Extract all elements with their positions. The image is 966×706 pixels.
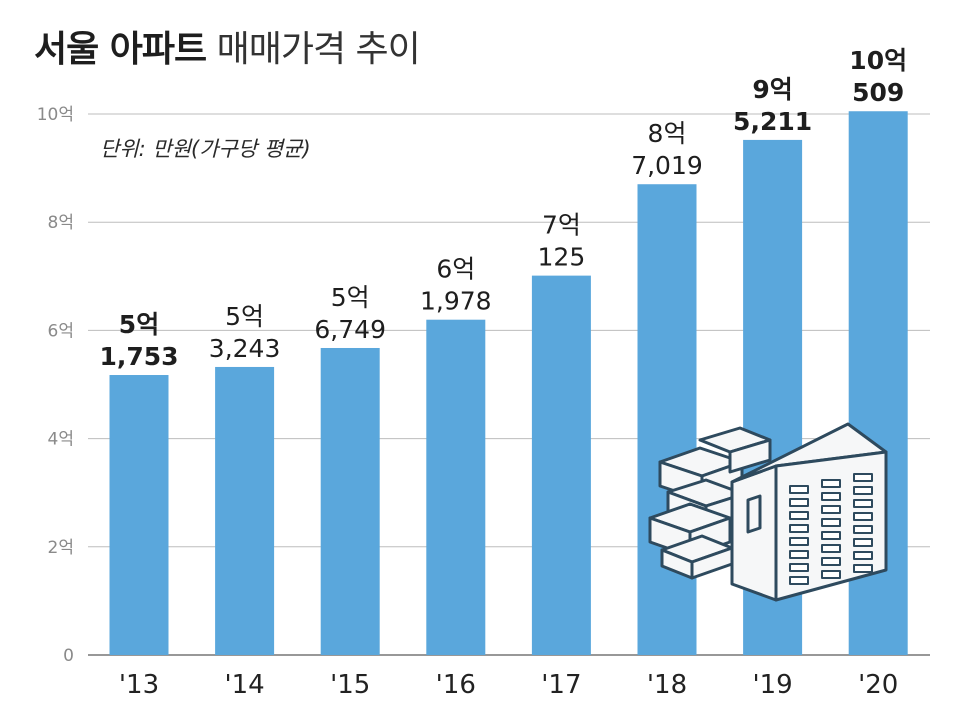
building-window: [853, 551, 873, 560]
building-window: [853, 538, 873, 547]
data-label-eok: 9억: [752, 75, 792, 104]
y-tick-label: 6억: [48, 321, 74, 341]
building-window: [789, 563, 809, 572]
building-window: [789, 498, 809, 507]
building-window: [821, 544, 841, 553]
x-tick-label: '13: [119, 670, 159, 700]
bar: [109, 375, 169, 655]
y-axis: 0 2억 4억 6억 8억 10억: [37, 105, 74, 666]
data-label-value: 6,749: [314, 315, 386, 344]
data-label-value: 3,243: [209, 334, 281, 363]
y-tick-label: 2억: [48, 538, 74, 558]
building-window: [821, 531, 841, 540]
building-window: [789, 576, 809, 585]
title-light: 매매가격 추이: [216, 29, 421, 70]
building-window: [821, 492, 841, 501]
x-tick-label: '18: [647, 670, 687, 700]
building-window: [789, 524, 809, 533]
bar: [215, 366, 275, 655]
building-window: [853, 499, 873, 508]
building-window: [789, 485, 809, 494]
data-label-eok: 10억: [849, 46, 907, 75]
x-tick-label: '14: [224, 670, 264, 700]
x-tick-label: '20: [858, 670, 898, 700]
building-window: [789, 511, 809, 520]
data-labels: 1,753 5억 3,243 5억 6,749 5억 1,978 6억 125 7억 7,019 8억…: [99, 46, 907, 371]
x-tick-label: '15: [330, 670, 370, 700]
y-tick-label: 8억: [48, 213, 74, 233]
bar: [531, 275, 591, 655]
building-window: [789, 550, 809, 559]
data-label-value: 5,211: [733, 107, 812, 136]
data-label-eok: 7억: [542, 211, 581, 240]
data-label-value: 125: [538, 243, 586, 272]
bar: [637, 184, 697, 655]
data-label-eok: 5억: [119, 310, 159, 339]
building-window: [853, 525, 873, 534]
building-window: [821, 557, 841, 566]
apartment-building-icon: [648, 422, 888, 602]
data-label-eok: 6억: [436, 255, 475, 284]
title-bold: 서울 아파트: [34, 29, 207, 70]
data-label-value: 1,978: [420, 287, 492, 316]
data-label-eok: 5억: [331, 283, 370, 312]
building-window: [853, 512, 873, 521]
building-window: [821, 505, 841, 514]
data-label-value: 1,753: [99, 342, 178, 371]
bar: [426, 319, 486, 655]
chart-title: 서울 아파트 매매가격 추이: [34, 28, 421, 72]
building-window: [821, 479, 841, 488]
building-window: [853, 486, 873, 495]
bars: [109, 111, 908, 655]
x-tick-label: '19: [752, 670, 792, 700]
building-window: [821, 570, 841, 579]
data-label-value: 7,019: [631, 151, 703, 180]
building-window: [821, 518, 841, 527]
data-label-value: 509: [852, 78, 904, 107]
bar: [320, 347, 380, 655]
y-tick-label: 0: [63, 646, 74, 666]
unit-note: 단위: 만원(가구당 평균): [100, 137, 311, 161]
building-window: [853, 564, 873, 573]
data-label-eok: 8억: [648, 119, 687, 148]
y-tick-label: 4억: [48, 430, 74, 450]
x-tick-label: '17: [541, 670, 581, 700]
x-axis: '13 '14 '15 '16 '17 '18 '19 '20: [119, 670, 898, 700]
data-label-eok: 5억: [225, 302, 264, 331]
y-tick-label: 10억: [37, 105, 74, 125]
x-tick-label: '16: [436, 670, 476, 700]
building-window: [789, 537, 809, 546]
building-window: [853, 473, 873, 482]
